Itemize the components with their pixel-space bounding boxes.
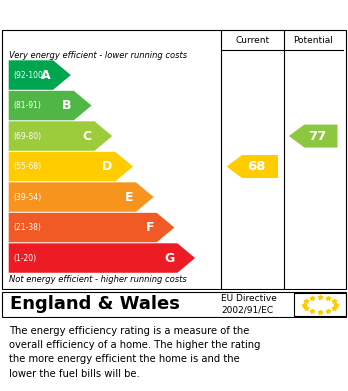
Text: B: B	[62, 99, 71, 112]
Text: (39-54): (39-54)	[13, 192, 41, 201]
Polygon shape	[9, 182, 154, 212]
Text: C: C	[82, 129, 92, 143]
Polygon shape	[9, 152, 133, 181]
Polygon shape	[9, 91, 92, 120]
Text: Energy Efficiency Rating: Energy Efficiency Rating	[73, 7, 275, 22]
Polygon shape	[9, 60, 71, 90]
Text: Very energy efficient - lower running costs: Very energy efficient - lower running co…	[9, 50, 187, 59]
Text: EU Directive
2002/91/EC: EU Directive 2002/91/EC	[221, 294, 277, 314]
Text: A: A	[41, 68, 50, 82]
Text: D: D	[102, 160, 112, 173]
Polygon shape	[9, 121, 112, 151]
Text: F: F	[145, 221, 154, 234]
Bar	[294, 292, 346, 316]
Text: Not energy efficient - higher running costs: Not energy efficient - higher running co…	[9, 274, 187, 283]
Text: (21-38): (21-38)	[13, 223, 41, 232]
Text: (55-68): (55-68)	[13, 162, 41, 171]
Text: (1-20): (1-20)	[13, 253, 36, 262]
Text: Potential: Potential	[293, 36, 333, 45]
Text: G: G	[164, 251, 175, 265]
Text: England & Wales: England & Wales	[10, 295, 180, 313]
Polygon shape	[9, 243, 195, 273]
Text: (81-91): (81-91)	[13, 101, 41, 110]
Text: Current: Current	[235, 36, 269, 45]
Text: (69-80): (69-80)	[13, 131, 41, 140]
Text: 77: 77	[308, 129, 326, 143]
Polygon shape	[9, 213, 174, 242]
Text: E: E	[125, 190, 133, 204]
Text: The energy efficiency rating is a measure of the
overall efficiency of a home. T: The energy efficiency rating is a measur…	[9, 326, 260, 379]
Text: (92-100): (92-100)	[13, 70, 46, 79]
Polygon shape	[289, 125, 338, 147]
Polygon shape	[227, 155, 278, 178]
Text: 68: 68	[247, 160, 266, 173]
